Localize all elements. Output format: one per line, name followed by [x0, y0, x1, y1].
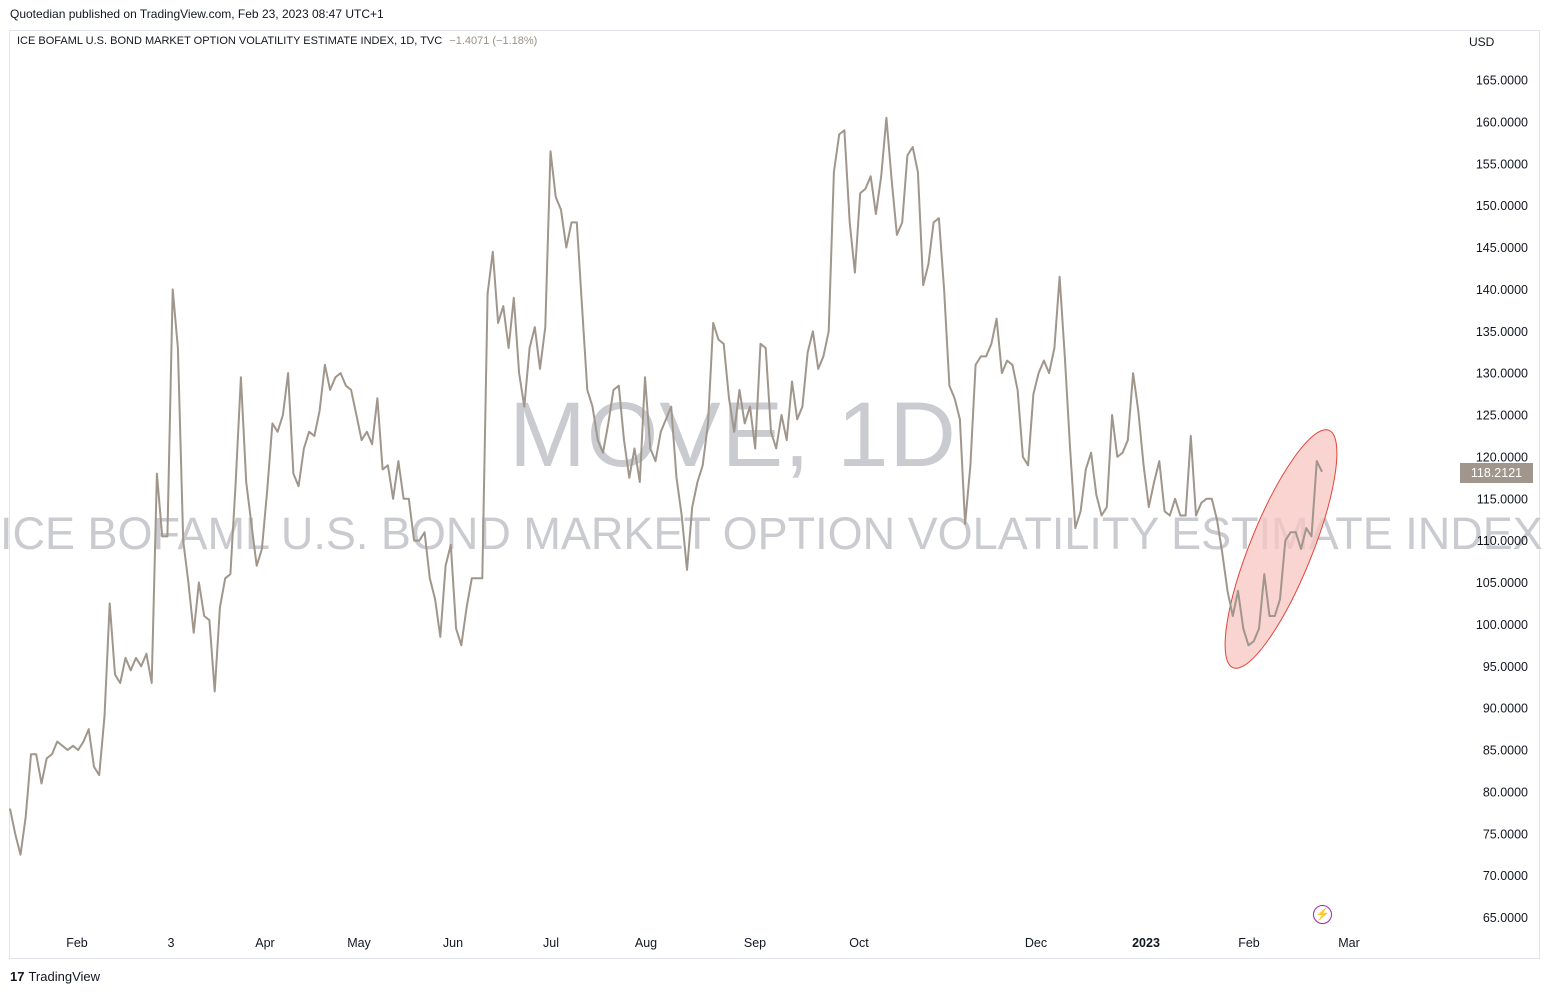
y-tick-label: 140.0000 [1476, 283, 1528, 297]
tradingview-logo-icon: 17 [10, 969, 25, 984]
y-tick-label: 165.0000 [1476, 74, 1528, 88]
x-tick-label: Feb [1238, 936, 1260, 950]
y-tick-label: 110.0000 [1477, 534, 1528, 548]
legend-symbol: ICE BOFAML U.S. BOND MARKET OPTION VOLAT… [17, 35, 443, 47]
lightning-icon[interactable]: ⚡ [1313, 905, 1332, 924]
annotation-layer [1224, 429, 1338, 669]
move-index-line [9, 116, 1323, 856]
y-tick-label: 120.0000 [1476, 450, 1528, 464]
symbol-legend[interactable]: ICE BOFAML U.S. BOND MARKET OPTION VOLAT… [17, 35, 537, 47]
legend-change: −1.4071 (−1.18%) [449, 35, 538, 47]
x-tick-label: Dec [1025, 936, 1047, 950]
tradingview-logo[interactable]: 17 TradingView [10, 969, 100, 984]
x-axis: Feb 3 Apr May Jun Jul Aug Sep Oct Dec 2023 Feb Mar [66, 936, 1360, 950]
x-tick-label: Jul [543, 936, 559, 950]
y-tick-label: 70.0000 [1483, 869, 1528, 883]
y-tick-label: 85.0000 [1483, 744, 1528, 758]
watermark-ticker: MOVE, 1D [509, 384, 957, 486]
y-tick-label: 125.0000 [1476, 409, 1528, 423]
y-tick-label: 145.0000 [1476, 241, 1528, 255]
y-tick-label: 80.0000 [1483, 785, 1528, 799]
y-tick-label: 115.0000 [1477, 492, 1528, 506]
chart-frame [9, 30, 1540, 959]
x-tick-label: Jun [443, 936, 463, 950]
x-tick-label: Mar [1338, 936, 1360, 950]
x-tick-label: Oct [849, 936, 869, 950]
x-tick-label: Apr [255, 936, 274, 950]
logo-text: TradingView [28, 969, 101, 984]
y-tick-label: 105.0000 [1476, 576, 1528, 590]
y-tick-label: 130.0000 [1476, 367, 1528, 381]
y-tick-label: 65.0000 [1483, 911, 1528, 925]
series-layer [9, 116, 1323, 856]
x-tick-label: Aug [635, 936, 657, 950]
y-tick-label: 155.0000 [1476, 157, 1528, 171]
x-tick-label: Feb [66, 936, 88, 950]
x-tick-label: 3 [168, 936, 175, 950]
y-tick-label: 100.0000 [1476, 618, 1528, 632]
last-price-badge: 118.2121 [1460, 463, 1533, 483]
publisher-caption: Quotedian published on TradingView.com, … [10, 7, 384, 21]
currency-label[interactable]: USD [1469, 35, 1495, 49]
x-tick-label: 2023 [1132, 936, 1160, 950]
y-tick-label: 160.0000 [1476, 115, 1528, 129]
y-tick-label: 90.0000 [1483, 702, 1528, 716]
y-tick-label: 95.0000 [1483, 660, 1528, 674]
y-tick-label: 150.0000 [1476, 199, 1528, 213]
x-tick-label: Sep [744, 936, 766, 950]
x-tick-label: May [347, 936, 371, 950]
y-tick-label: 75.0000 [1483, 827, 1528, 841]
highlight-ellipse [1224, 429, 1338, 669]
y-tick-label: 135.0000 [1476, 325, 1528, 339]
y-axis: 65.0000 70.0000 75.0000 80.0000 85.0000 90.00… [1476, 74, 1528, 926]
